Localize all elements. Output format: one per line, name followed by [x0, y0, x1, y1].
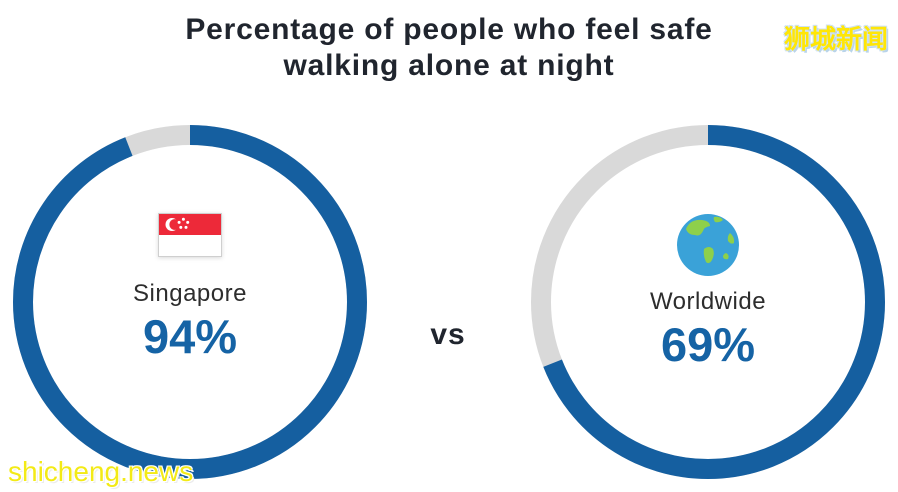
cn-watermark: 狮城新闻 — [783, 25, 888, 55]
worldwide-inner-content: Worldwide 69% — [561, 155, 855, 449]
singapore-flag-icon — [158, 213, 222, 257]
singapore-ring-chart — [13, 125, 367, 479]
worldwide-ring-chart — [531, 125, 885, 479]
singapore-inner-content: Singapore 94% — [43, 155, 337, 449]
donut-worldwide: Worldwide 69% — [531, 125, 885, 479]
globe-icon — [676, 213, 740, 277]
title-line-2: walking alone at night — [283, 49, 615, 82]
donut-singapore: Singapore 94% — [13, 125, 367, 479]
site-watermark: shicheng.news — [8, 456, 194, 487]
percent-value: 69% — [660, 318, 756, 371]
ring-fill-arc — [13, 125, 367, 479]
percent-value: 94% — [142, 310, 238, 363]
page-title: Percentage of people who feel safe walki… — [0, 12, 898, 84]
country-label: Singapore — [133, 280, 247, 307]
ring-fill-arc — [531, 125, 885, 479]
title-line-1: Percentage of people who feel safe — [185, 13, 713, 46]
country-label: Worldwide — [649, 288, 767, 315]
vs-label: vs — [430, 318, 466, 351]
